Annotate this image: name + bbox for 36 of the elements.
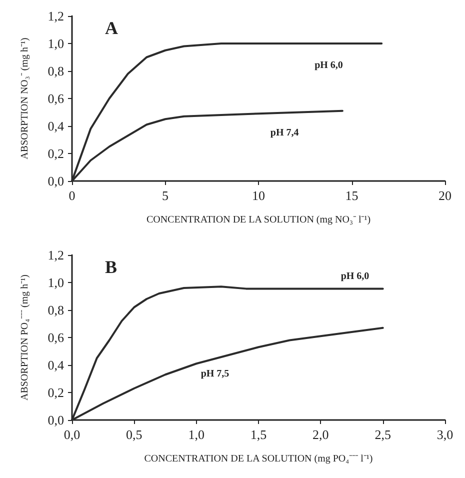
y-tick-label: 1,2 xyxy=(48,248,64,262)
x-tick-label: 15 xyxy=(345,188,358,203)
x-tick-label: 10 xyxy=(252,188,265,203)
y-tick-label: 0,6 xyxy=(48,91,64,106)
y-axis-title: ABSORPTION NO₃⁻ (mg h⁻¹) xyxy=(20,38,30,160)
series-label: pH 7,4 xyxy=(270,127,299,138)
x-tick-label: 1,5 xyxy=(250,427,267,442)
x-tick-label: 2,5 xyxy=(374,427,391,442)
y-tick-label: 0,4 xyxy=(48,118,64,134)
x-tick-label: 3,0 xyxy=(436,427,454,442)
x-tick-label: 5 xyxy=(162,188,168,203)
x-tick-label: 0,5 xyxy=(126,427,142,442)
y-tick-label: 0,6 xyxy=(48,330,64,345)
y-axis-title: ABSORPTION PO₄⁻⁻⁻ (mg h⁻¹) xyxy=(20,274,30,400)
y-tick-label: 1,2 xyxy=(48,8,64,24)
series-label: pH 6,0 xyxy=(314,60,343,71)
x-axis-title: CONCENTRATION DE LA SOLUTION (mg NO₃⁻ l⁻¹) xyxy=(146,214,371,226)
y-tick-label: 0,8 xyxy=(48,302,64,318)
y-tick-label: 0,4 xyxy=(48,358,64,372)
x-tick-label: 0 xyxy=(68,188,76,203)
y-tick-label: 0,2 xyxy=(48,385,64,400)
y-tick-label: 0,0 xyxy=(48,174,64,188)
x-axis-title: CONCENTRATION DE LA SOLUTION (mg PO₄⁻⁻⁻ l⁻¹) xyxy=(144,454,373,464)
series-label: pH 7,5 xyxy=(200,368,230,380)
y-tick-label: 0,0 xyxy=(48,412,64,428)
x-tick-label: 0,0 xyxy=(64,427,80,442)
x-tick-label: 2,0 xyxy=(312,427,329,442)
chart-title: B xyxy=(105,257,118,277)
y-tick-label: 1,0 xyxy=(48,36,64,51)
y-tick-label: 0,2 xyxy=(48,146,64,161)
series-label: pH 6,0 xyxy=(340,271,370,282)
chart-title: A xyxy=(105,18,118,38)
x-tick-label: 20 xyxy=(438,188,452,203)
y-tick-label: 1,0 xyxy=(48,275,64,290)
y-tick-label: 0,8 xyxy=(48,64,64,78)
x-tick-label: 1,0 xyxy=(188,427,204,442)
